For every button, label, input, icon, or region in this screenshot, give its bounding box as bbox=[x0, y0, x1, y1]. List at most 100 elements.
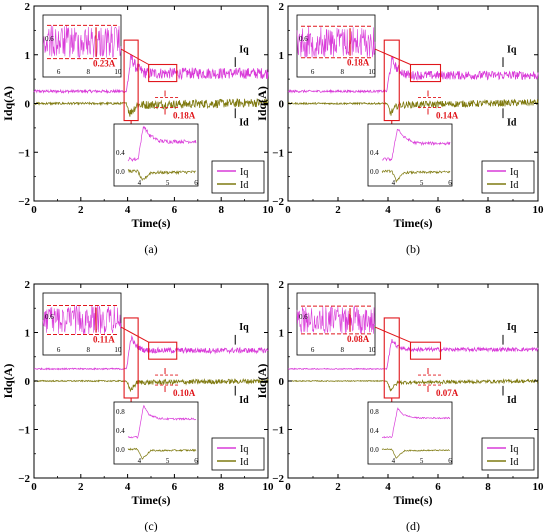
zoom-box-steady bbox=[409, 341, 442, 360]
y-tick-label: 1 bbox=[279, 328, 285, 340]
inset-bottom-y-tick: 0.4 bbox=[370, 427, 379, 435]
inset-top-x-tick: 6 bbox=[311, 346, 315, 354]
inset-bottom-x-tick: 4 bbox=[392, 179, 396, 187]
zoom-box-transient bbox=[383, 317, 400, 399]
zoom-box-steady bbox=[148, 63, 178, 83]
x-tick-label: 8 bbox=[485, 481, 491, 493]
legend-label-iq: Iq bbox=[510, 167, 518, 178]
x-tick-label: 10 bbox=[533, 204, 545, 216]
y-axis-label: Idq(A) bbox=[1, 86, 15, 121]
iq-annotation: Iq bbox=[239, 322, 249, 333]
x-tick-label: 10 bbox=[533, 481, 545, 493]
legend-box bbox=[481, 437, 535, 471]
inset-bottom-y-tick: 0.8 bbox=[116, 408, 125, 416]
x-tick-label: 2 bbox=[335, 481, 341, 493]
inset-top-y-tick: 0.6 bbox=[45, 313, 54, 321]
inset-bottom-trace-iq bbox=[127, 125, 197, 162]
iq-ripple-label: 0.18A bbox=[347, 58, 370, 68]
iq-ripple-label: 0.23A bbox=[93, 59, 116, 69]
series-line-iq bbox=[33, 54, 269, 95]
inset-top-y-tick: 0.6 bbox=[45, 35, 54, 43]
legend-label-iq: Iq bbox=[240, 167, 248, 178]
x-tick-label: 0 bbox=[31, 204, 37, 216]
x-tick-label: 8 bbox=[485, 204, 491, 216]
legend-label-id: Id bbox=[510, 180, 518, 191]
x-tick-label: 6 bbox=[435, 204, 441, 216]
y-axis-label: Idq(A) bbox=[255, 86, 269, 121]
chart-panel-1: 0 2 4 6 8 10 −2 −1 0 1 2 Time(s) Idq(A) (a) 0.23A 6 8 10 0… bbox=[1, 1, 274, 256]
zoom-connector-top bbox=[374, 326, 411, 343]
inset-bottom-trace-id bbox=[381, 448, 450, 459]
inset-top-x-tick: 8 bbox=[86, 346, 90, 354]
inset-bottom-y-tick: 0.0 bbox=[370, 168, 379, 176]
legend-box bbox=[481, 160, 535, 194]
legend-label-id: Id bbox=[510, 457, 518, 468]
inset-top-x-tick: 8 bbox=[86, 68, 90, 76]
chart-panel-3: 0 2 4 6 8 10 −2 −1 0 1 2 Time(s) Idq(A) (c) 0.11A 6 8 10 0… bbox=[1, 279, 274, 532]
x-tick-label: 2 bbox=[78, 481, 84, 493]
inset-bottom-x-tick: 4 bbox=[138, 457, 142, 465]
inset-top-x-tick: 8 bbox=[340, 68, 344, 76]
legend-box bbox=[211, 160, 265, 194]
y-axis-label: Idq(A) bbox=[255, 364, 269, 399]
x-tick-label: 0 bbox=[285, 481, 291, 493]
inset-bottom-y-tick: 0.0 bbox=[116, 446, 125, 454]
inset-bottom-x-tick: 6 bbox=[448, 457, 452, 465]
inset-top-x-tick: 8 bbox=[340, 346, 344, 354]
x-tick-label: 10 bbox=[263, 204, 275, 216]
inset-bottom-frame bbox=[113, 123, 199, 187]
inset-bottom-x-tick: 5 bbox=[166, 179, 170, 187]
inset-top-trace bbox=[42, 305, 122, 335]
inset-bottom-trace-id bbox=[381, 169, 451, 184]
y-axis-label: Idq(A) bbox=[1, 364, 15, 399]
inset-bottom-x-tick: 4 bbox=[392, 457, 396, 465]
inset-top-y-tick: 0.6 bbox=[299, 35, 308, 43]
x-tick-label: 6 bbox=[172, 481, 178, 493]
legend-box bbox=[211, 437, 265, 471]
x-tick-label: 2 bbox=[78, 204, 84, 216]
y-tick-label: 0 bbox=[25, 376, 31, 388]
inset-bottom-trace-id bbox=[127, 169, 197, 182]
inset-top-x-tick: 10 bbox=[114, 68, 122, 76]
x-tick-label: 10 bbox=[263, 481, 275, 493]
iq-ripple-label: 0.08A bbox=[347, 334, 370, 344]
y-tick-label: −1 bbox=[272, 147, 284, 159]
x-tick-label: 4 bbox=[385, 204, 391, 216]
inset-bottom-x-tick: 6 bbox=[194, 457, 198, 465]
inset-bottom-x-tick: 6 bbox=[448, 179, 452, 187]
inset-top-x-tick: 10 bbox=[114, 346, 122, 354]
inset-bottom-frame bbox=[113, 401, 199, 465]
series-line-iq bbox=[287, 55, 539, 94]
inset-top-trace bbox=[296, 305, 376, 334]
y-tick-label: −1 bbox=[18, 425, 30, 437]
y-tick-label: 0 bbox=[279, 376, 285, 388]
inset-bottom-frame bbox=[367, 401, 453, 465]
inset-top-trace bbox=[42, 25, 122, 59]
x-tick-label: 4 bbox=[385, 481, 391, 493]
inset-bottom-x-tick: 5 bbox=[166, 457, 170, 465]
y-tick-label: −2 bbox=[272, 196, 284, 208]
series-line-iq bbox=[33, 334, 269, 371]
panel-label: (d) bbox=[406, 519, 420, 532]
y-tick-label: −2 bbox=[18, 473, 30, 485]
id-annotation: Id bbox=[507, 395, 517, 406]
y-tick-label: −1 bbox=[272, 425, 284, 437]
y-tick-label: 1 bbox=[279, 50, 285, 62]
series-line-id bbox=[287, 98, 539, 116]
inset-bottom-x-tick: 5 bbox=[420, 179, 424, 187]
legend-label-iq: Iq bbox=[510, 444, 518, 455]
inset-bottom-y-tick: 0.0 bbox=[116, 168, 125, 176]
panel-label: (b) bbox=[406, 242, 420, 256]
y-tick-label: 2 bbox=[25, 279, 31, 291]
inset-bottom-y-tick: 0.8 bbox=[370, 408, 379, 416]
legend-label-iq: Iq bbox=[240, 444, 248, 455]
id-ripple-label: 0.10A bbox=[173, 388, 196, 398]
inset-bottom-y-tick: 0.0 bbox=[370, 446, 379, 454]
x-tick-label: 6 bbox=[435, 481, 441, 493]
id-ripple-label: 0.14A bbox=[436, 111, 459, 121]
x-tick-label: 4 bbox=[125, 204, 131, 216]
inset-top-frame bbox=[296, 292, 376, 356]
inset-top-trace bbox=[296, 26, 376, 59]
